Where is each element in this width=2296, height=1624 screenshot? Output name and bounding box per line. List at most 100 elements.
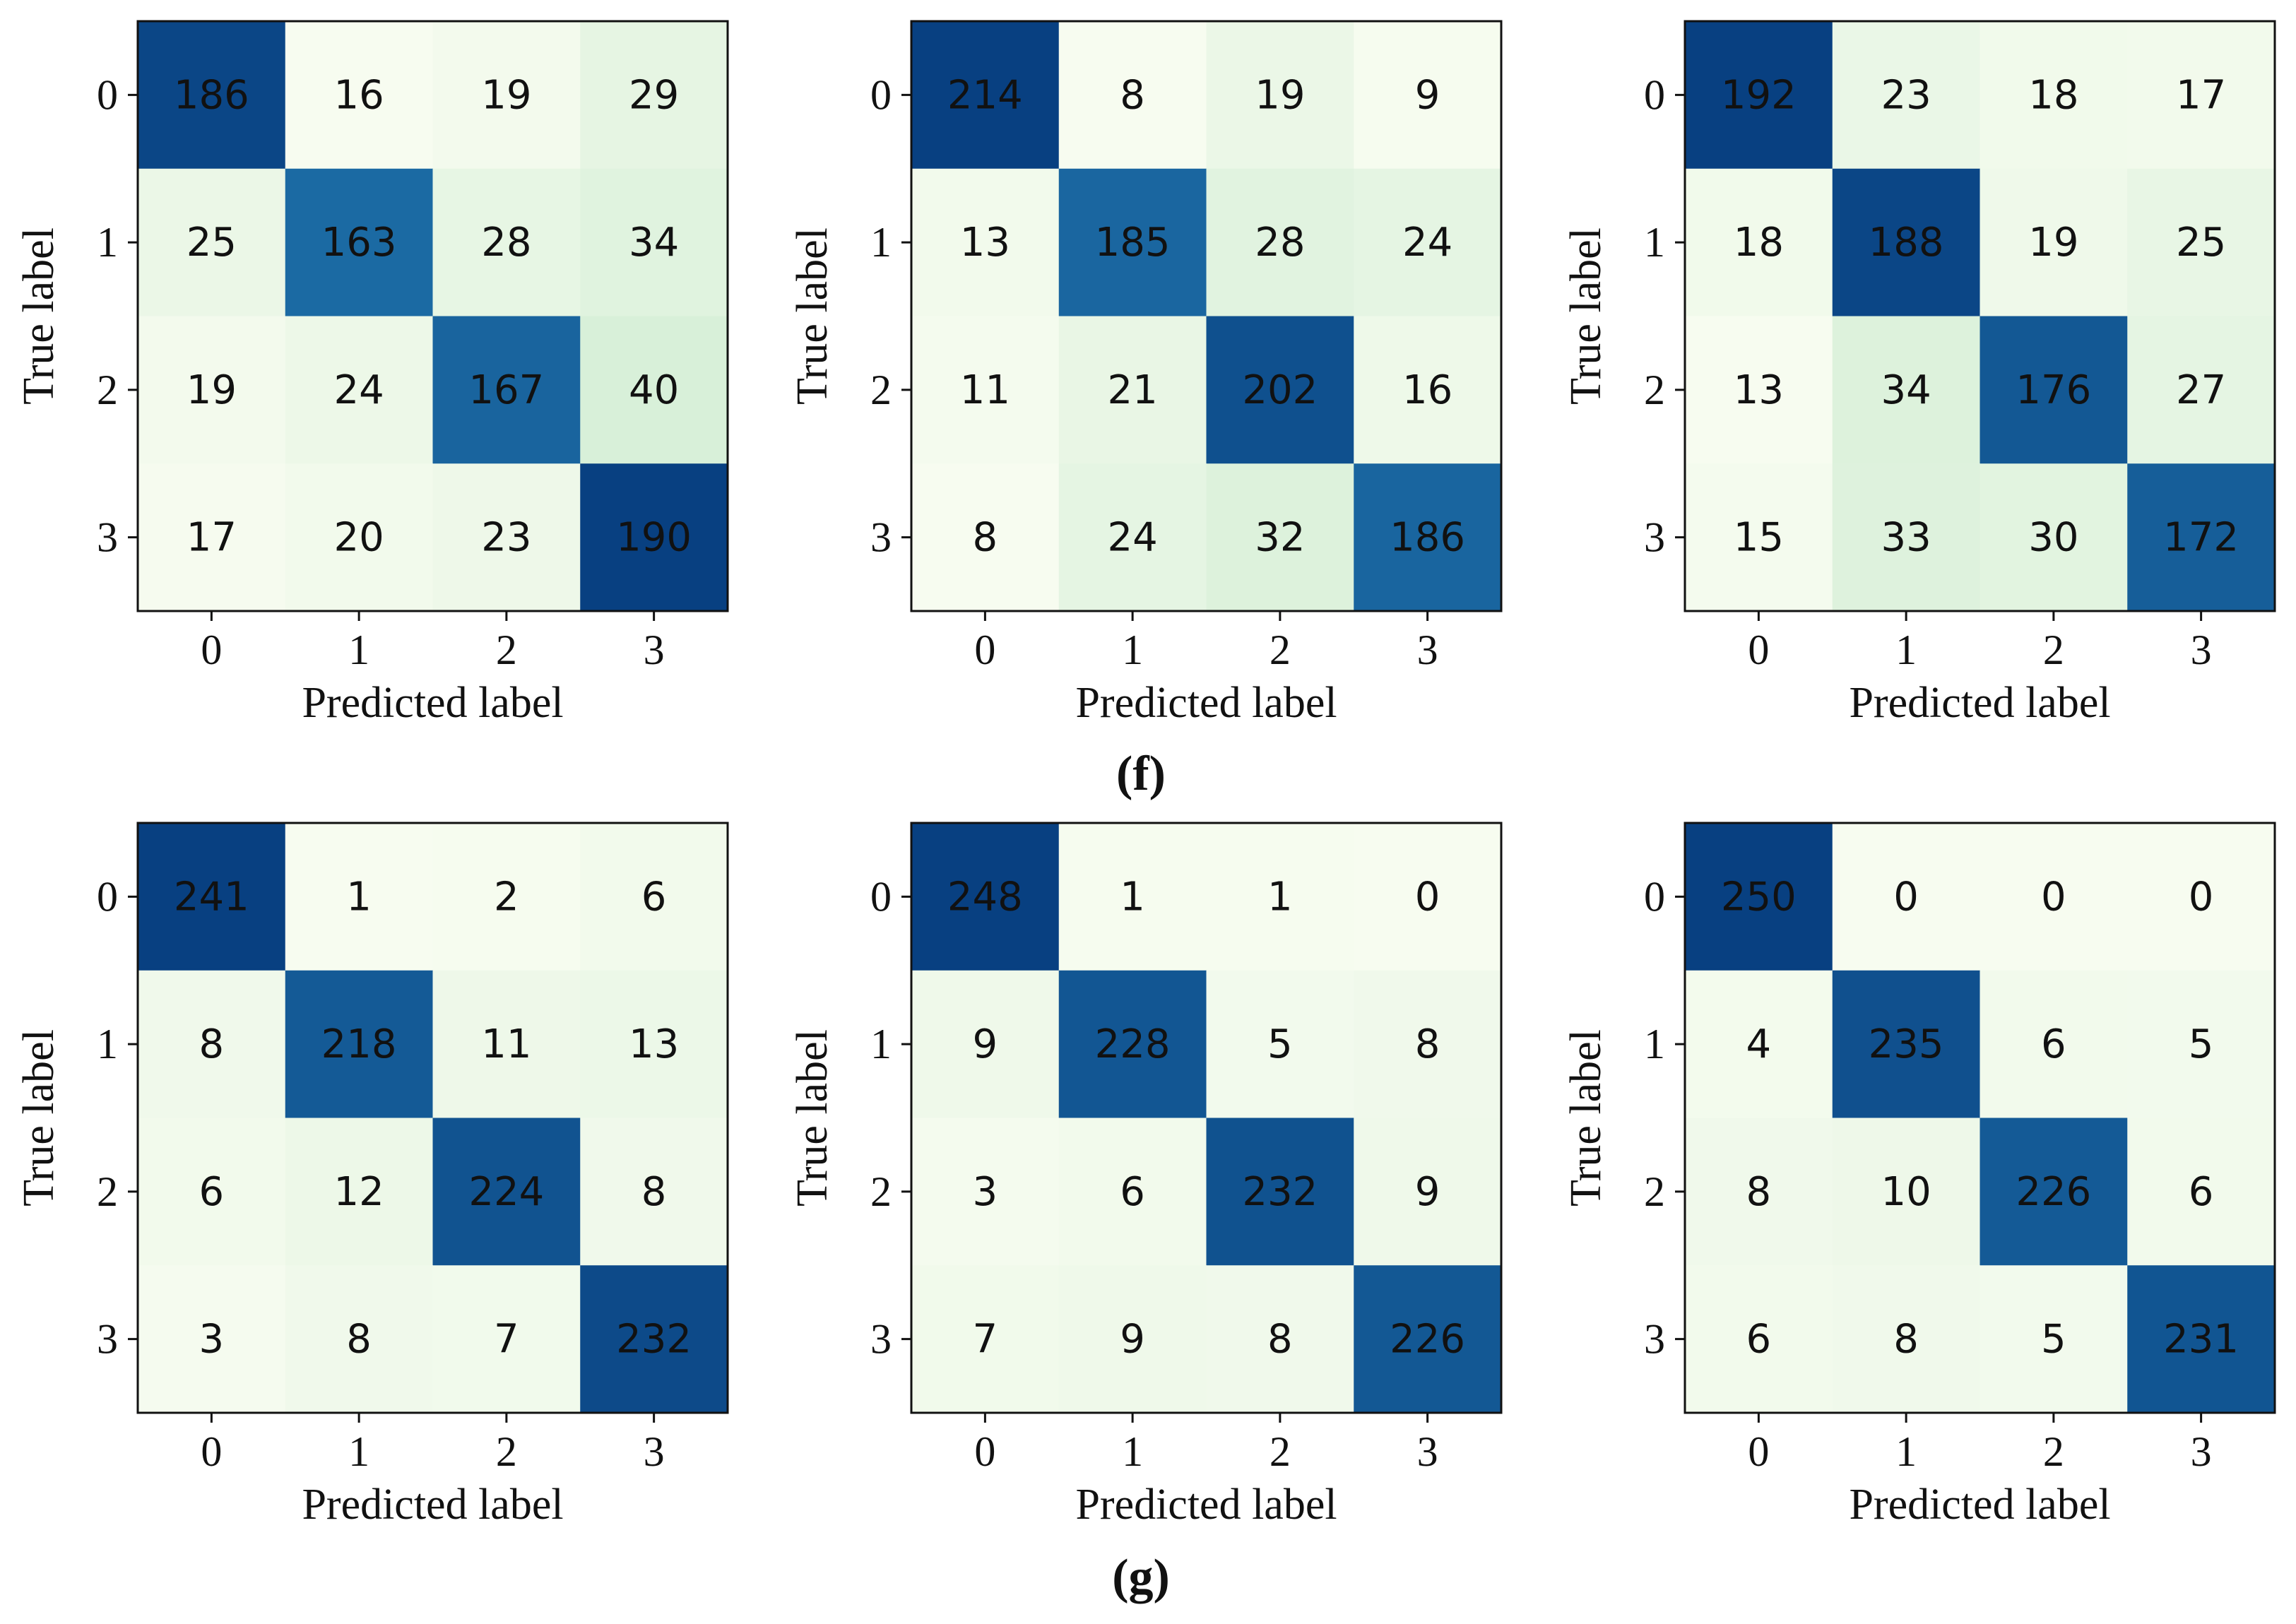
matrix-cell — [911, 316, 1060, 464]
y-tick-label: 3 — [97, 1316, 118, 1363]
y-tick-label: 1 — [870, 1021, 892, 1067]
x-tick-label: 0 — [201, 627, 222, 673]
cell-value-label: 9 — [973, 1021, 998, 1067]
matrix-cell — [285, 970, 433, 1118]
matrix-cell — [1058, 316, 1207, 464]
cell-value-label: 8 — [973, 515, 998, 561]
y-axis-label: True label — [788, 227, 836, 405]
matrix-cell — [1058, 823, 1207, 971]
cell-value-label: 8 — [641, 1169, 667, 1215]
cell-value-label: 13 — [960, 220, 1010, 266]
matrix-cell — [285, 1118, 433, 1266]
matrix-cell — [1206, 823, 1354, 971]
matrix-cell — [1832, 1118, 1980, 1266]
cell-value-label: 8 — [1415, 1021, 1440, 1067]
matrix-cell — [911, 463, 1060, 612]
cell-value-label: 6 — [2041, 1021, 2066, 1067]
y-axis-label: True label — [1562, 1029, 1610, 1207]
matrix-cell — [285, 823, 433, 971]
matrix-cell — [2127, 970, 2276, 1118]
matrix-cell — [285, 463, 433, 612]
y-tick-label: 2 — [97, 1168, 118, 1215]
y-tick-label: 3 — [97, 514, 118, 561]
matrix-cell — [1980, 1265, 2128, 1413]
matrix-cell — [1354, 1118, 1502, 1266]
matrix-cell — [1685, 823, 1833, 971]
plot-frame — [910, 822, 1503, 1414]
matrix-cell — [1832, 1265, 1980, 1413]
cell-value-label: 0 — [1415, 874, 1440, 920]
x-tick-label: 1 — [1122, 1428, 1143, 1475]
matrix-cell — [1058, 970, 1207, 1118]
x-tick-label: 1 — [348, 1428, 369, 1475]
matrix-cell — [911, 1118, 1060, 1266]
matrix-cell — [1354, 463, 1502, 612]
matrix-cell — [1685, 970, 1833, 1118]
plot-frame — [1683, 822, 2276, 1414]
matrix-cell — [432, 1118, 581, 1266]
matrix-cell — [1354, 316, 1502, 464]
cell-value-label: 8 — [1893, 1317, 1919, 1363]
cell-value-label: 192 — [1721, 72, 1797, 118]
y-tick-label: 1 — [870, 219, 892, 266]
x-tick-label: 3 — [644, 1428, 665, 1475]
matrix-cell — [285, 1265, 433, 1413]
matrix-cell — [432, 970, 581, 1118]
cell-value-label: 176 — [2016, 367, 2091, 413]
cell-value-label: 186 — [1390, 515, 1465, 561]
y-tick-label: 2 — [1644, 367, 1665, 413]
cell-value-label: 6 — [1746, 1317, 1772, 1363]
cell-value-label: 5 — [1267, 1021, 1293, 1067]
matrix-cell — [1206, 463, 1354, 612]
x-tick-label: 0 — [974, 1428, 995, 1475]
x-tick-label: 2 — [496, 627, 517, 673]
matrix-cell — [138, 21, 286, 170]
matrix-cell — [911, 1265, 1060, 1413]
matrix-cell — [1206, 21, 1354, 170]
x-tick-label: 0 — [1748, 1428, 1769, 1475]
cell-value-label: 25 — [187, 220, 237, 266]
cell-value-label: 232 — [616, 1317, 692, 1363]
matrix-cell — [911, 970, 1060, 1118]
matrix-cell — [580, 1118, 728, 1266]
x-axis-label: Predicted label — [1075, 679, 1337, 727]
cell-value-label: 167 — [468, 367, 544, 413]
plot-frame — [1683, 20, 2276, 612]
y-tick-label: 0 — [870, 71, 892, 118]
x-tick-label: 3 — [1417, 627, 1438, 673]
y-tick-label: 0 — [1644, 873, 1665, 920]
matrix-cell — [1685, 1118, 1833, 1266]
x-tick-label: 2 — [496, 1428, 517, 1475]
matrix-cell — [2127, 21, 2276, 170]
cell-value-label: 19 — [1255, 72, 1305, 118]
cell-value-label: 235 — [1869, 1021, 1944, 1067]
x-tick-label: 2 — [1270, 627, 1291, 673]
matrix-cell — [2127, 823, 2276, 971]
y-tick-label: 1 — [97, 219, 118, 266]
cell-value-label: 5 — [2041, 1317, 2066, 1363]
matrix-cell — [2127, 463, 2276, 612]
cell-value-label: 3 — [199, 1317, 225, 1363]
caption-f: (f) — [1116, 747, 1166, 801]
matrix-cell — [432, 463, 581, 612]
cell-value-label: 224 — [468, 1169, 544, 1215]
matrix-cell — [1832, 168, 1980, 316]
matrix-cell — [1832, 970, 1980, 1118]
matrix-cell — [138, 168, 286, 316]
matrix-cell — [1206, 168, 1354, 316]
x-tick-label: 1 — [1895, 627, 1917, 673]
y-tick-label: 2 — [870, 1168, 892, 1215]
cell-value-label: 163 — [321, 220, 397, 266]
x-tick-label: 2 — [1270, 1428, 1291, 1475]
matrix-cell — [1354, 168, 1502, 316]
matrix-cell — [1058, 168, 1207, 316]
cell-value-label: 241 — [174, 874, 249, 920]
matrix-cell — [138, 823, 286, 971]
x-tick-label: 2 — [2043, 627, 2064, 673]
matrix-cell — [1980, 463, 2128, 612]
matrix-cell — [1832, 823, 1980, 971]
cell-value-label: 13 — [629, 1021, 679, 1067]
matrix-cell — [2127, 1265, 2276, 1413]
